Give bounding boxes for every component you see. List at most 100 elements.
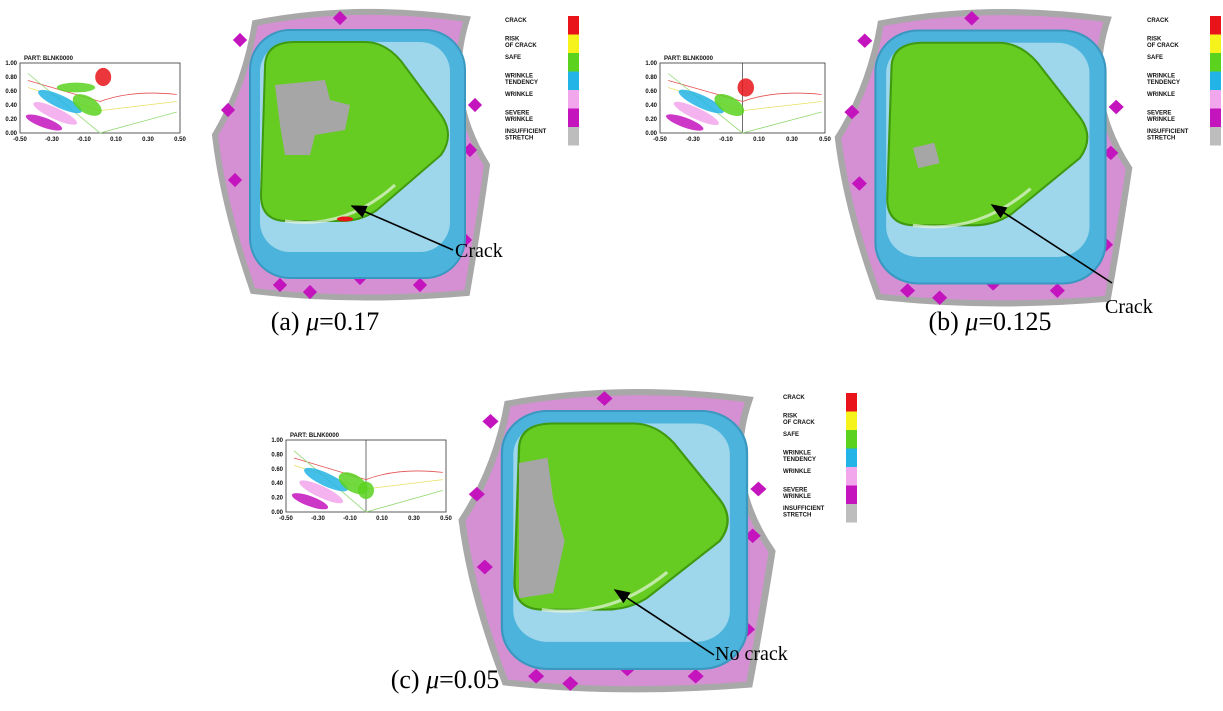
legend-label: OF CRACK: [783, 420, 815, 426]
fld-y-tick: 0.40: [645, 103, 657, 109]
legend-label: WRINKLE: [783, 451, 811, 457]
legend-label: CRACK: [783, 395, 805, 401]
fld-x-tick: -0.50: [279, 516, 293, 522]
fld-x-tick: 0.10: [753, 137, 765, 143]
fld-x-tick: -0.30: [686, 137, 700, 143]
legend-swatch: [568, 127, 579, 146]
legend-label: SEVERE: [505, 111, 529, 117]
severe-wrinkle-patch: [857, 33, 872, 47]
fld-points: [95, 68, 111, 86]
fld-plot: PART: BLNK00001.000.800.600.400.200.00-0…: [271, 433, 452, 522]
legend-swatch: [846, 430, 857, 449]
fld-x-tick: 0.50: [174, 137, 186, 143]
legend-swatch: [568, 72, 579, 91]
legend-label: STRETCH: [1147, 136, 1175, 142]
legend-swatch: [846, 504, 857, 523]
legend-swatch: [846, 393, 857, 412]
legend-label: TENDENCY: [505, 80, 538, 86]
fld-x-tick: -0.50: [653, 137, 667, 143]
caption: (b) μ=0.125: [928, 307, 1051, 336]
legend-label: WRINKLE: [1147, 74, 1175, 80]
caption-value: =0.125: [978, 307, 1051, 336]
fld-x-tick: 0.50: [440, 516, 452, 522]
fld-y-tick: 0.20: [271, 496, 283, 502]
fld-y-tick: 0.20: [5, 117, 17, 123]
fld-points: [738, 78, 755, 96]
severe-wrinkle-patch: [468, 98, 482, 112]
severe-wrinkle-patch: [482, 414, 498, 429]
legend-swatch: [1210, 90, 1221, 109]
legend-swatch: [1210, 16, 1221, 35]
caption: (a) μ=0.17: [271, 307, 380, 336]
legend-swatch: [1210, 53, 1221, 72]
legend-label: INSUFFICIENT: [505, 129, 547, 135]
caption-label: (a): [271, 307, 306, 336]
fld-x-tick: -0.30: [311, 516, 325, 522]
fld-x-tick: -0.50: [13, 137, 27, 143]
legend-label: INSUFFICIENT: [783, 506, 825, 512]
legend-label: CRACK: [1147, 18, 1169, 24]
legend-label: RISK: [1147, 37, 1162, 43]
caption-label: (b): [928, 307, 965, 336]
fld-y-tick: 0.40: [5, 103, 17, 109]
legend-swatch: [846, 486, 857, 505]
crack-spot: [337, 217, 353, 222]
legend: CRACKRISKOF CRACKSAFEWRINKLETENDENCYWRIN…: [783, 393, 857, 523]
fld-y-tick: 1.00: [5, 61, 17, 67]
legend-label: SEVERE: [783, 488, 807, 494]
figure: PART: BLNK00001.000.800.600.400.200.00-0…: [0, 0, 1223, 711]
fld-x-tick: -0.10: [343, 516, 357, 522]
legend-swatch: [568, 90, 579, 109]
fld-part-label: PART: BLNK0000: [290, 433, 340, 439]
legend-swatch: [846, 412, 857, 431]
blank-contour: [215, 11, 487, 299]
fld-y-tick: 0.60: [271, 467, 283, 473]
caption-symbol: μ: [305, 307, 319, 336]
fld-x-tick: 0.30: [408, 516, 420, 522]
legend-label: WRINKLE: [505, 117, 533, 123]
fld-y-tick: 0.80: [271, 452, 283, 458]
fld-x-tick: -0.10: [77, 137, 91, 143]
legend-label: TENDENCY: [1147, 80, 1180, 86]
legend-label: WRINKLE: [1147, 117, 1175, 123]
legend-label: CRACK: [505, 18, 527, 24]
fld-x-tick: -0.30: [45, 137, 59, 143]
fld-y-tick: 1.00: [271, 438, 283, 444]
fld-y-tick: 1.00: [645, 61, 657, 67]
legend-swatch: [1210, 127, 1221, 146]
fld-x-tick: 0.30: [142, 137, 154, 143]
caption-symbol: μ: [425, 665, 439, 694]
legend-label: TENDENCY: [783, 457, 816, 463]
legend-label: INSUFFICIENT: [1147, 129, 1189, 135]
fld-plot: PART: BLNK00001.000.800.600.400.200.00-0…: [5, 56, 186, 143]
fld-plot: PART: BLNK00001.000.800.600.400.200.00-0…: [645, 56, 831, 143]
legend-swatch: [846, 467, 857, 486]
severe-wrinkle-patch: [750, 482, 766, 497]
legend-swatch: [1210, 35, 1221, 54]
legend-swatch: [568, 35, 579, 54]
caption-value: =0.05: [439, 665, 499, 694]
legend-label: WRINKLE: [783, 494, 811, 500]
caption: (c) μ=0.05: [391, 665, 500, 694]
caption-label: (c): [391, 665, 426, 694]
legend-swatch: [1210, 72, 1221, 91]
fld-x-tick: 0.10: [110, 137, 122, 143]
caption-symbol: μ: [964, 307, 978, 336]
legend-label: SAFE: [1147, 55, 1163, 61]
fld-x-tick: 0.50: [819, 137, 831, 143]
fld-y-tick: 0.80: [645, 75, 657, 81]
annotation: No crack: [715, 643, 788, 665]
legend-label: STRETCH: [783, 513, 811, 519]
annotation: Crack: [455, 240, 503, 262]
fld-part-label: PART: BLNK0000: [664, 56, 714, 62]
legend-label: RISK: [505, 37, 520, 43]
legend-label: OF CRACK: [505, 43, 537, 49]
legend-swatch: [568, 53, 579, 72]
blank-contour: [838, 11, 1129, 305]
legend-swatch: [568, 16, 579, 35]
legend-label: WRINKLE: [505, 74, 533, 80]
legend-label: SEVERE: [1147, 111, 1171, 117]
fld-y-tick: 0.40: [271, 481, 283, 487]
legend-swatch: [846, 449, 857, 468]
